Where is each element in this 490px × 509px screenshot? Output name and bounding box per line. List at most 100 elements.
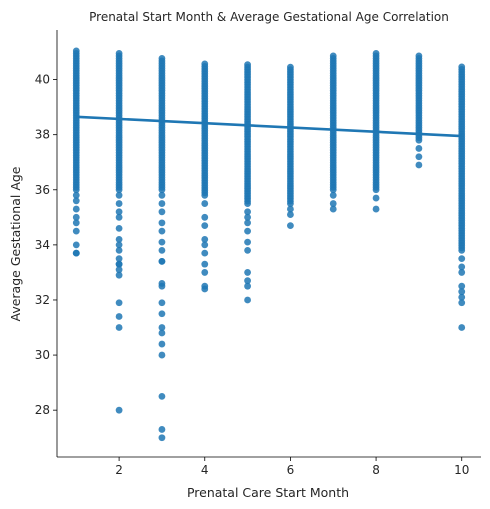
data-point <box>158 299 166 307</box>
data-point <box>244 296 251 304</box>
data-point <box>158 246 166 254</box>
data-point <box>287 205 294 213</box>
data-point <box>244 282 251 290</box>
data-point <box>115 255 123 263</box>
data-point <box>201 249 209 257</box>
data-point <box>329 52 337 60</box>
data-point <box>201 200 209 207</box>
data-point <box>158 219 166 227</box>
data-point <box>158 227 166 235</box>
x-axis-ticks: 2 4 6 8 10 <box>115 457 469 477</box>
data-point <box>244 61 251 69</box>
y-tick-label: 40 <box>35 73 50 87</box>
x-axis-label: Prenatal Care Start Month <box>187 485 349 500</box>
data-point <box>158 310 166 318</box>
data-point <box>158 434 166 442</box>
data-point <box>158 258 166 265</box>
data-point <box>372 205 380 213</box>
y-tick-label: 32 <box>35 293 50 307</box>
data-point <box>244 269 251 276</box>
data-point <box>115 200 123 207</box>
data-points <box>72 47 466 442</box>
data-point <box>115 266 123 274</box>
data-point <box>244 208 251 216</box>
data-point <box>415 161 423 169</box>
data-point <box>201 260 209 268</box>
y-axis-ticks: 28 30 32 34 36 38 40 <box>35 73 57 417</box>
data-point <box>287 222 294 229</box>
x-tick-label: 2 <box>115 463 123 477</box>
data-point <box>115 50 123 57</box>
y-tick-label: 38 <box>35 128 50 142</box>
regression-line <box>76 115 462 138</box>
data-point <box>72 191 80 199</box>
data-point <box>158 54 166 62</box>
y-tick-label: 36 <box>35 183 50 197</box>
y-axis-label: Average Gestational Age <box>8 166 23 321</box>
data-point <box>158 392 166 400</box>
data-point <box>72 205 80 213</box>
data-point <box>201 222 209 229</box>
data-point <box>244 213 251 221</box>
data-point <box>287 63 294 71</box>
data-point <box>158 324 166 331</box>
data-point <box>115 235 123 243</box>
data-point <box>115 313 123 320</box>
data-point <box>201 285 209 293</box>
data-point <box>115 208 123 216</box>
data-point <box>115 213 123 221</box>
data-point <box>201 60 209 68</box>
data-point <box>244 246 251 254</box>
x-tick-label: 10 <box>454 463 469 477</box>
data-point <box>201 241 209 249</box>
data-point <box>415 52 423 60</box>
data-point <box>201 235 209 243</box>
data-point <box>115 260 123 268</box>
data-point <box>244 277 251 285</box>
data-point <box>115 191 123 199</box>
y-tick-label: 34 <box>35 238 50 252</box>
data-point <box>115 299 123 307</box>
data-point <box>72 213 80 221</box>
data-point <box>244 238 251 246</box>
data-point <box>372 50 380 57</box>
data-point <box>72 241 80 249</box>
data-point <box>115 241 123 249</box>
x-tick-label: 4 <box>201 463 209 477</box>
data-point <box>158 208 166 216</box>
data-point <box>72 47 80 55</box>
data-point <box>458 269 466 276</box>
data-point <box>158 238 166 246</box>
data-point <box>158 340 166 348</box>
data-point <box>115 246 123 254</box>
data-point <box>287 211 294 218</box>
data-point <box>72 227 80 235</box>
data-point <box>115 224 123 232</box>
data-point <box>458 293 466 301</box>
data-point <box>329 205 337 213</box>
data-point <box>329 200 337 207</box>
data-point <box>458 324 466 331</box>
data-point <box>201 269 209 276</box>
chart-title: Prenatal Start Month & Average Gestation… <box>89 10 449 24</box>
data-point <box>458 63 466 71</box>
data-point <box>458 282 466 290</box>
data-point <box>115 271 123 279</box>
data-point <box>72 249 80 257</box>
regression-line-layer <box>76 115 462 138</box>
data-point <box>158 426 166 433</box>
data-point <box>329 191 337 199</box>
data-point <box>458 288 466 296</box>
y-tick-label: 28 <box>35 403 50 417</box>
data-point <box>158 329 166 337</box>
data-point <box>458 263 466 271</box>
data-point <box>158 191 166 199</box>
data-point <box>158 282 166 290</box>
data-point <box>244 227 251 235</box>
data-point <box>415 145 423 152</box>
data-point <box>458 255 466 263</box>
data-point <box>72 197 80 205</box>
data-point <box>201 213 209 221</box>
x-tick-label: 6 <box>287 463 295 477</box>
